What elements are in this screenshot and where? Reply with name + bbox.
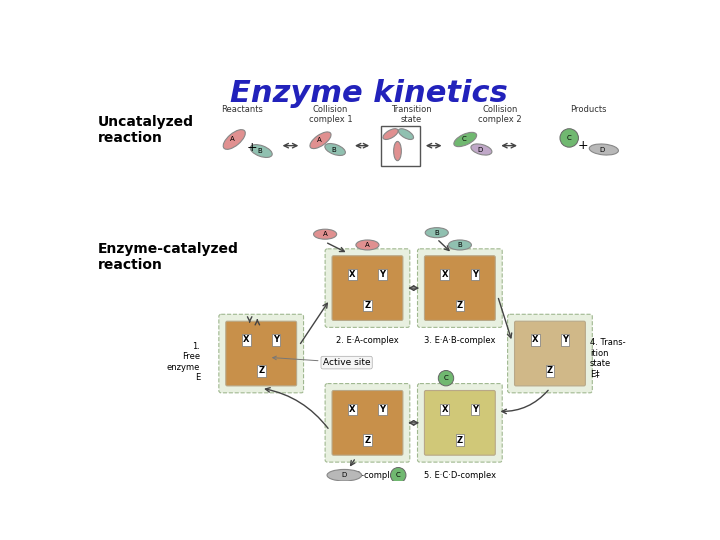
Text: Z: Z (456, 301, 463, 310)
Text: Reactants: Reactants (221, 105, 263, 114)
FancyBboxPatch shape (226, 321, 297, 386)
FancyBboxPatch shape (325, 383, 410, 462)
Circle shape (438, 370, 454, 386)
FancyBboxPatch shape (425, 256, 495, 320)
Ellipse shape (314, 229, 337, 239)
Text: Y: Y (379, 405, 385, 414)
Text: Y: Y (472, 270, 478, 279)
Ellipse shape (327, 469, 361, 481)
FancyBboxPatch shape (332, 256, 403, 320)
FancyBboxPatch shape (425, 390, 495, 455)
FancyBboxPatch shape (515, 321, 585, 386)
Text: C: C (396, 472, 400, 478)
Text: D: D (342, 472, 347, 478)
Text: Enzyme kinetics: Enzyme kinetics (230, 79, 508, 107)
Text: 6. E·D-complex: 6. E·D-complex (336, 470, 400, 480)
Text: 4. Trans-
ition
state
E‡: 4. Trans- ition state E‡ (590, 338, 626, 379)
Text: B: B (331, 146, 336, 152)
Ellipse shape (449, 240, 472, 250)
Text: X: X (243, 335, 250, 345)
Text: Z: Z (258, 366, 264, 375)
Text: Z: Z (364, 301, 371, 310)
Ellipse shape (310, 132, 331, 148)
FancyBboxPatch shape (418, 383, 503, 462)
Text: A: A (230, 137, 235, 143)
Text: +: + (577, 139, 588, 152)
Text: Z: Z (547, 366, 553, 375)
Ellipse shape (394, 141, 401, 161)
Text: Z: Z (456, 436, 463, 444)
Ellipse shape (398, 129, 413, 139)
Text: Z: Z (364, 436, 371, 444)
FancyBboxPatch shape (325, 249, 410, 327)
Text: C: C (462, 137, 466, 143)
Text: Products: Products (570, 105, 607, 114)
Text: Active site: Active site (273, 356, 370, 367)
Text: D: D (477, 146, 482, 152)
Text: B: B (457, 242, 462, 248)
Text: D: D (600, 146, 605, 152)
Text: Enzyme-catalyzed
reaction: Enzyme-catalyzed reaction (98, 242, 239, 272)
Text: X: X (532, 335, 539, 345)
Text: 1.
Free
enzyme
E: 1. Free enzyme E (167, 342, 200, 382)
Text: Y: Y (562, 335, 568, 345)
Text: Uncatalyzed
reaction: Uncatalyzed reaction (98, 115, 194, 145)
Ellipse shape (325, 144, 346, 156)
Ellipse shape (589, 144, 618, 155)
Text: A: A (323, 231, 328, 237)
Ellipse shape (454, 132, 477, 147)
Text: Collision
complex 2: Collision complex 2 (478, 105, 522, 124)
Ellipse shape (356, 240, 379, 250)
Text: Collision
complex 1: Collision complex 1 (309, 105, 352, 124)
FancyBboxPatch shape (418, 249, 503, 327)
Text: B: B (434, 230, 439, 235)
Text: Y: Y (472, 405, 478, 414)
Circle shape (390, 468, 406, 483)
Bar (382, 126, 420, 166)
Text: B: B (257, 148, 262, 154)
Ellipse shape (471, 144, 492, 155)
FancyBboxPatch shape (508, 314, 593, 393)
Text: 5. E·C·D-complex: 5. E·C·D-complex (424, 470, 496, 480)
Text: A: A (365, 242, 370, 248)
Text: 2. E·A-complex: 2. E·A-complex (336, 336, 399, 345)
Text: C: C (444, 375, 449, 381)
Text: X: X (349, 405, 356, 414)
FancyBboxPatch shape (332, 390, 403, 455)
Circle shape (560, 129, 578, 147)
Text: Y: Y (379, 270, 385, 279)
Text: +: + (247, 141, 257, 154)
Ellipse shape (250, 145, 272, 158)
Text: X: X (441, 270, 449, 279)
Text: Transition
state: Transition state (391, 105, 432, 124)
Text: X: X (441, 405, 449, 414)
Ellipse shape (426, 228, 449, 238)
Text: X: X (349, 270, 356, 279)
Ellipse shape (383, 129, 398, 139)
Text: Y: Y (273, 335, 279, 345)
Text: A: A (317, 137, 321, 143)
Text: C: C (567, 135, 572, 141)
FancyBboxPatch shape (219, 314, 304, 393)
Ellipse shape (223, 130, 246, 150)
Text: 3. E·A·B-complex: 3. E·A·B-complex (424, 336, 495, 345)
